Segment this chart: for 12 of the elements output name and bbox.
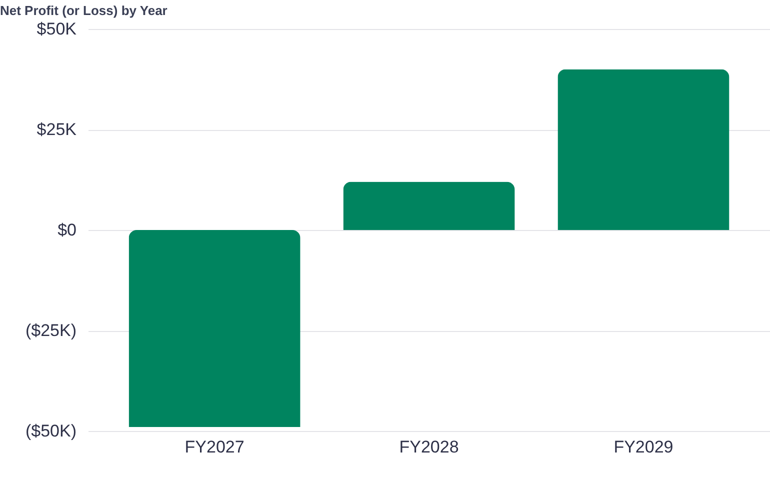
x-tick-label: FY2027 — [184, 438, 244, 456]
bar — [558, 69, 730, 230]
bar — [343, 182, 515, 230]
y-tick-label: ($25K) — [25, 321, 76, 340]
x-tick-label: FY2028 — [399, 438, 459, 456]
y-tick-label: $0 — [58, 220, 76, 240]
x-tick-label: FY2029 — [614, 438, 674, 456]
y-tick-label: ($50K) — [25, 422, 76, 440]
y-tick-label: $50K — [36, 20, 78, 38]
y-tick-label: $25K — [36, 120, 78, 139]
bar — [128, 230, 300, 427]
chart-title: Net Profit (or Loss) by Year — [0, 3, 168, 18]
